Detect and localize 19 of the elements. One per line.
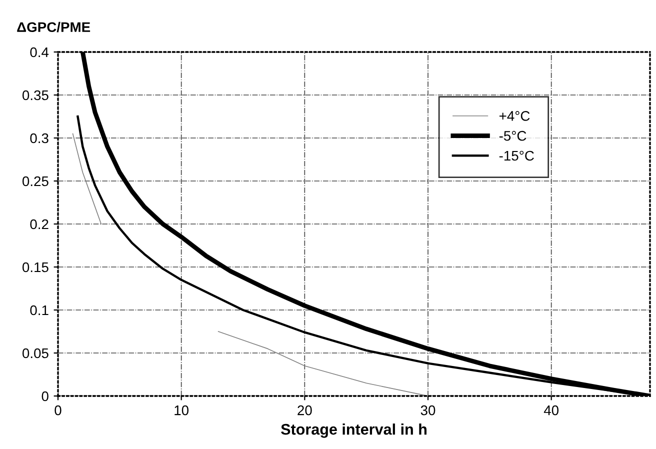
legend-label: +4°C xyxy=(499,111,530,121)
y-tick-label: 0.2 xyxy=(30,219,48,230)
x-tick-label: 40 xyxy=(544,405,559,416)
y-axis-title: ΔGPC/PME xyxy=(17,22,90,32)
y-tick-label: 0.4 xyxy=(30,47,49,58)
y-tick-label: 0.3 xyxy=(30,133,48,144)
x-tick-label: 10 xyxy=(174,405,189,416)
legend-label: -15°C xyxy=(499,150,534,161)
y-tick-label: 0.15 xyxy=(22,262,48,272)
y-tick-label: 0.05 xyxy=(22,348,48,358)
y-tick-label: 0.35 xyxy=(22,90,48,100)
x-tick-label: 20 xyxy=(298,405,312,416)
x-tick-label: 0 xyxy=(54,405,62,416)
y-tick-label: 0.25 xyxy=(22,176,48,186)
y-tick-label: 0.1 xyxy=(30,305,48,316)
x-axis-title: Storage interval in h xyxy=(281,424,426,438)
legend-label: -5°C xyxy=(499,130,526,141)
y-tick-label: 0 xyxy=(42,391,48,402)
x-tick-label: 30 xyxy=(420,405,436,416)
